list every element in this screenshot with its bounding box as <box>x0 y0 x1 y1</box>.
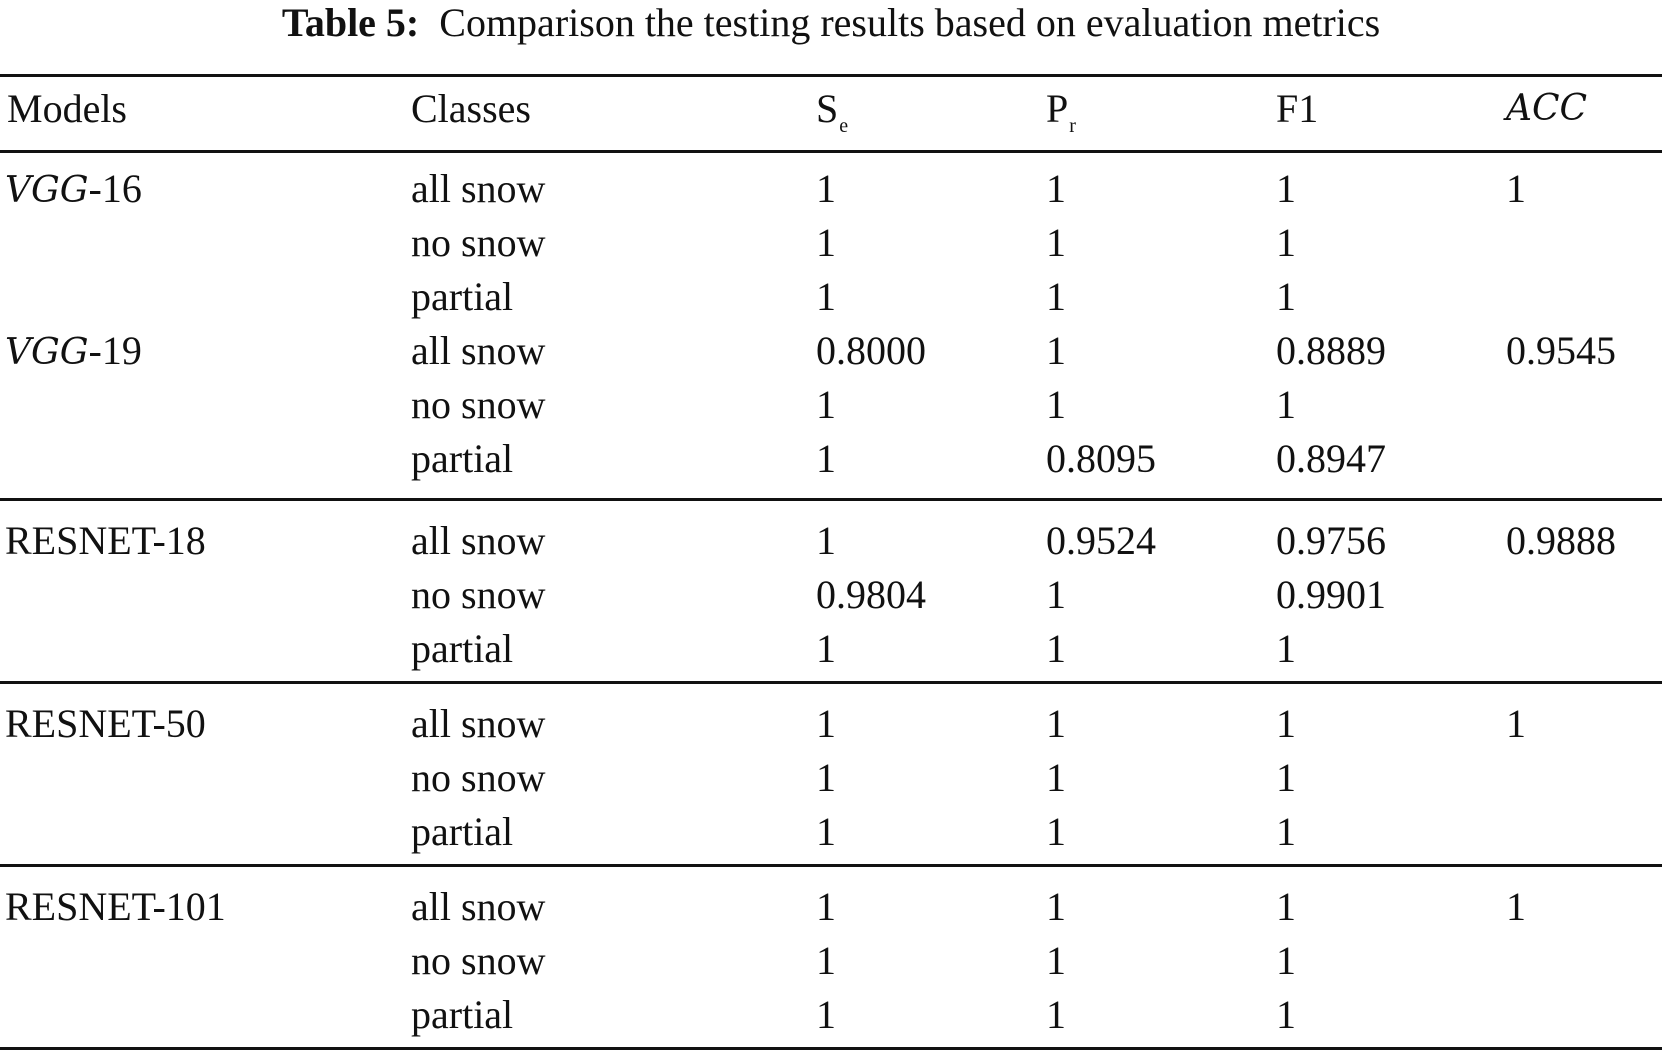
cell-pr: 1 <box>1046 220 1066 265</box>
cell-pr: 1 <box>1046 572 1066 617</box>
cell-acc: 0.9888 <box>1506 518 1616 563</box>
cell-pr: 1 <box>1046 626 1066 671</box>
cell-cls: partial <box>411 809 514 854</box>
cell-cls: all snow <box>411 518 546 563</box>
model-name: VGG-19 <box>5 328 142 373</box>
bottom-rule <box>0 1047 1662 1050</box>
cell-pr: 1 <box>1046 884 1066 929</box>
cell-pr: 1 <box>1046 382 1066 427</box>
cell-pr: 1 <box>1046 992 1066 1037</box>
cell-cls: no snow <box>411 572 546 617</box>
cell-se: 1 <box>816 938 836 983</box>
cell-se: 1 <box>816 436 836 481</box>
cell-cls: all snow <box>411 701 546 746</box>
cell-se: 1 <box>816 755 836 800</box>
cell-f1: 0.8889 <box>1276 328 1386 373</box>
cell-se: 1 <box>816 518 836 563</box>
cell-se: 0.8000 <box>816 328 926 373</box>
cell-f1: 0.9756 <box>1276 518 1386 563</box>
cell-cls: no snow <box>411 382 546 427</box>
cell-f1: 1 <box>1276 701 1296 746</box>
cell-se: 0.9804 <box>816 572 926 617</box>
cell-se: 1 <box>816 166 836 211</box>
table-caption: Table 5: Comparison the testing results … <box>0 0 1662 46</box>
cell-cls: all snow <box>411 884 546 929</box>
cell-cls: partial <box>411 626 514 671</box>
cell-cls: no snow <box>411 220 546 265</box>
cell-cls: partial <box>411 436 514 481</box>
cell-pr: 1 <box>1046 809 1066 854</box>
cell-cls: all snow <box>411 166 546 211</box>
cell-cls: no snow <box>411 755 546 800</box>
header-rule <box>0 150 1662 153</box>
top-rule <box>0 74 1662 77</box>
cell-f1: 1 <box>1276 166 1296 211</box>
cell-cls: all snow <box>411 328 546 373</box>
cell-f1: 1 <box>1276 992 1296 1037</box>
cell-pr: 1 <box>1046 274 1066 319</box>
cell-f1: 0.8947 <box>1276 436 1386 481</box>
model-name: VGG-16 <box>5 166 142 211</box>
cell-pr: 0.9524 <box>1046 518 1156 563</box>
header-f1: F1 <box>1276 86 1319 131</box>
cell-pr: 1 <box>1046 938 1066 983</box>
cell-se: 1 <box>816 274 836 319</box>
cell-acc: 1 <box>1506 884 1526 929</box>
cell-se: 1 <box>816 992 836 1037</box>
cell-pr: 1 <box>1046 755 1066 800</box>
header-models: Models <box>7 86 127 131</box>
cell-se: 1 <box>816 382 836 427</box>
model-name: RESNET-50 <box>5 701 206 746</box>
cell-acc: 1 <box>1506 701 1526 746</box>
cell-cls: partial <box>411 992 514 1037</box>
cell-f1: 1 <box>1276 626 1296 671</box>
cell-pr: 1 <box>1046 701 1066 746</box>
header-acc: ACC <box>1506 88 1588 129</box>
cell-se: 1 <box>816 809 836 854</box>
cell-acc: 1 <box>1506 166 1526 211</box>
group-rule <box>0 498 1662 501</box>
model-name: RESNET-18 <box>5 518 206 563</box>
cell-pr: 1 <box>1046 166 1066 211</box>
cell-f1: 1 <box>1276 809 1296 854</box>
cell-se: 1 <box>816 220 836 265</box>
cell-cls: no snow <box>411 938 546 983</box>
group-rule <box>0 681 1662 684</box>
cell-acc: 0.9545 <box>1506 328 1616 373</box>
cell-f1: 1 <box>1276 220 1296 265</box>
header-se: Se <box>816 86 849 137</box>
caption-label: Table 5: <box>281 0 420 45</box>
cell-se: 1 <box>816 884 836 929</box>
model-name: RESNET-101 <box>5 884 226 929</box>
cell-se: 1 <box>816 701 836 746</box>
cell-f1: 1 <box>1276 884 1296 929</box>
cell-pr: 0.8095 <box>1046 436 1156 481</box>
cell-f1: 1 <box>1276 274 1296 319</box>
cell-f1: 1 <box>1276 938 1296 983</box>
cell-f1: 0.9901 <box>1276 572 1386 617</box>
header-classes: Classes <box>411 86 531 131</box>
group-rule <box>0 864 1662 867</box>
cell-pr: 1 <box>1046 328 1066 373</box>
cell-se: 1 <box>816 626 836 671</box>
caption-text: Comparison the testing results based on … <box>439 0 1381 45</box>
cell-f1: 1 <box>1276 382 1296 427</box>
cell-f1: 1 <box>1276 755 1296 800</box>
header-pr: Pr <box>1046 86 1076 137</box>
cell-cls: partial <box>411 274 514 319</box>
